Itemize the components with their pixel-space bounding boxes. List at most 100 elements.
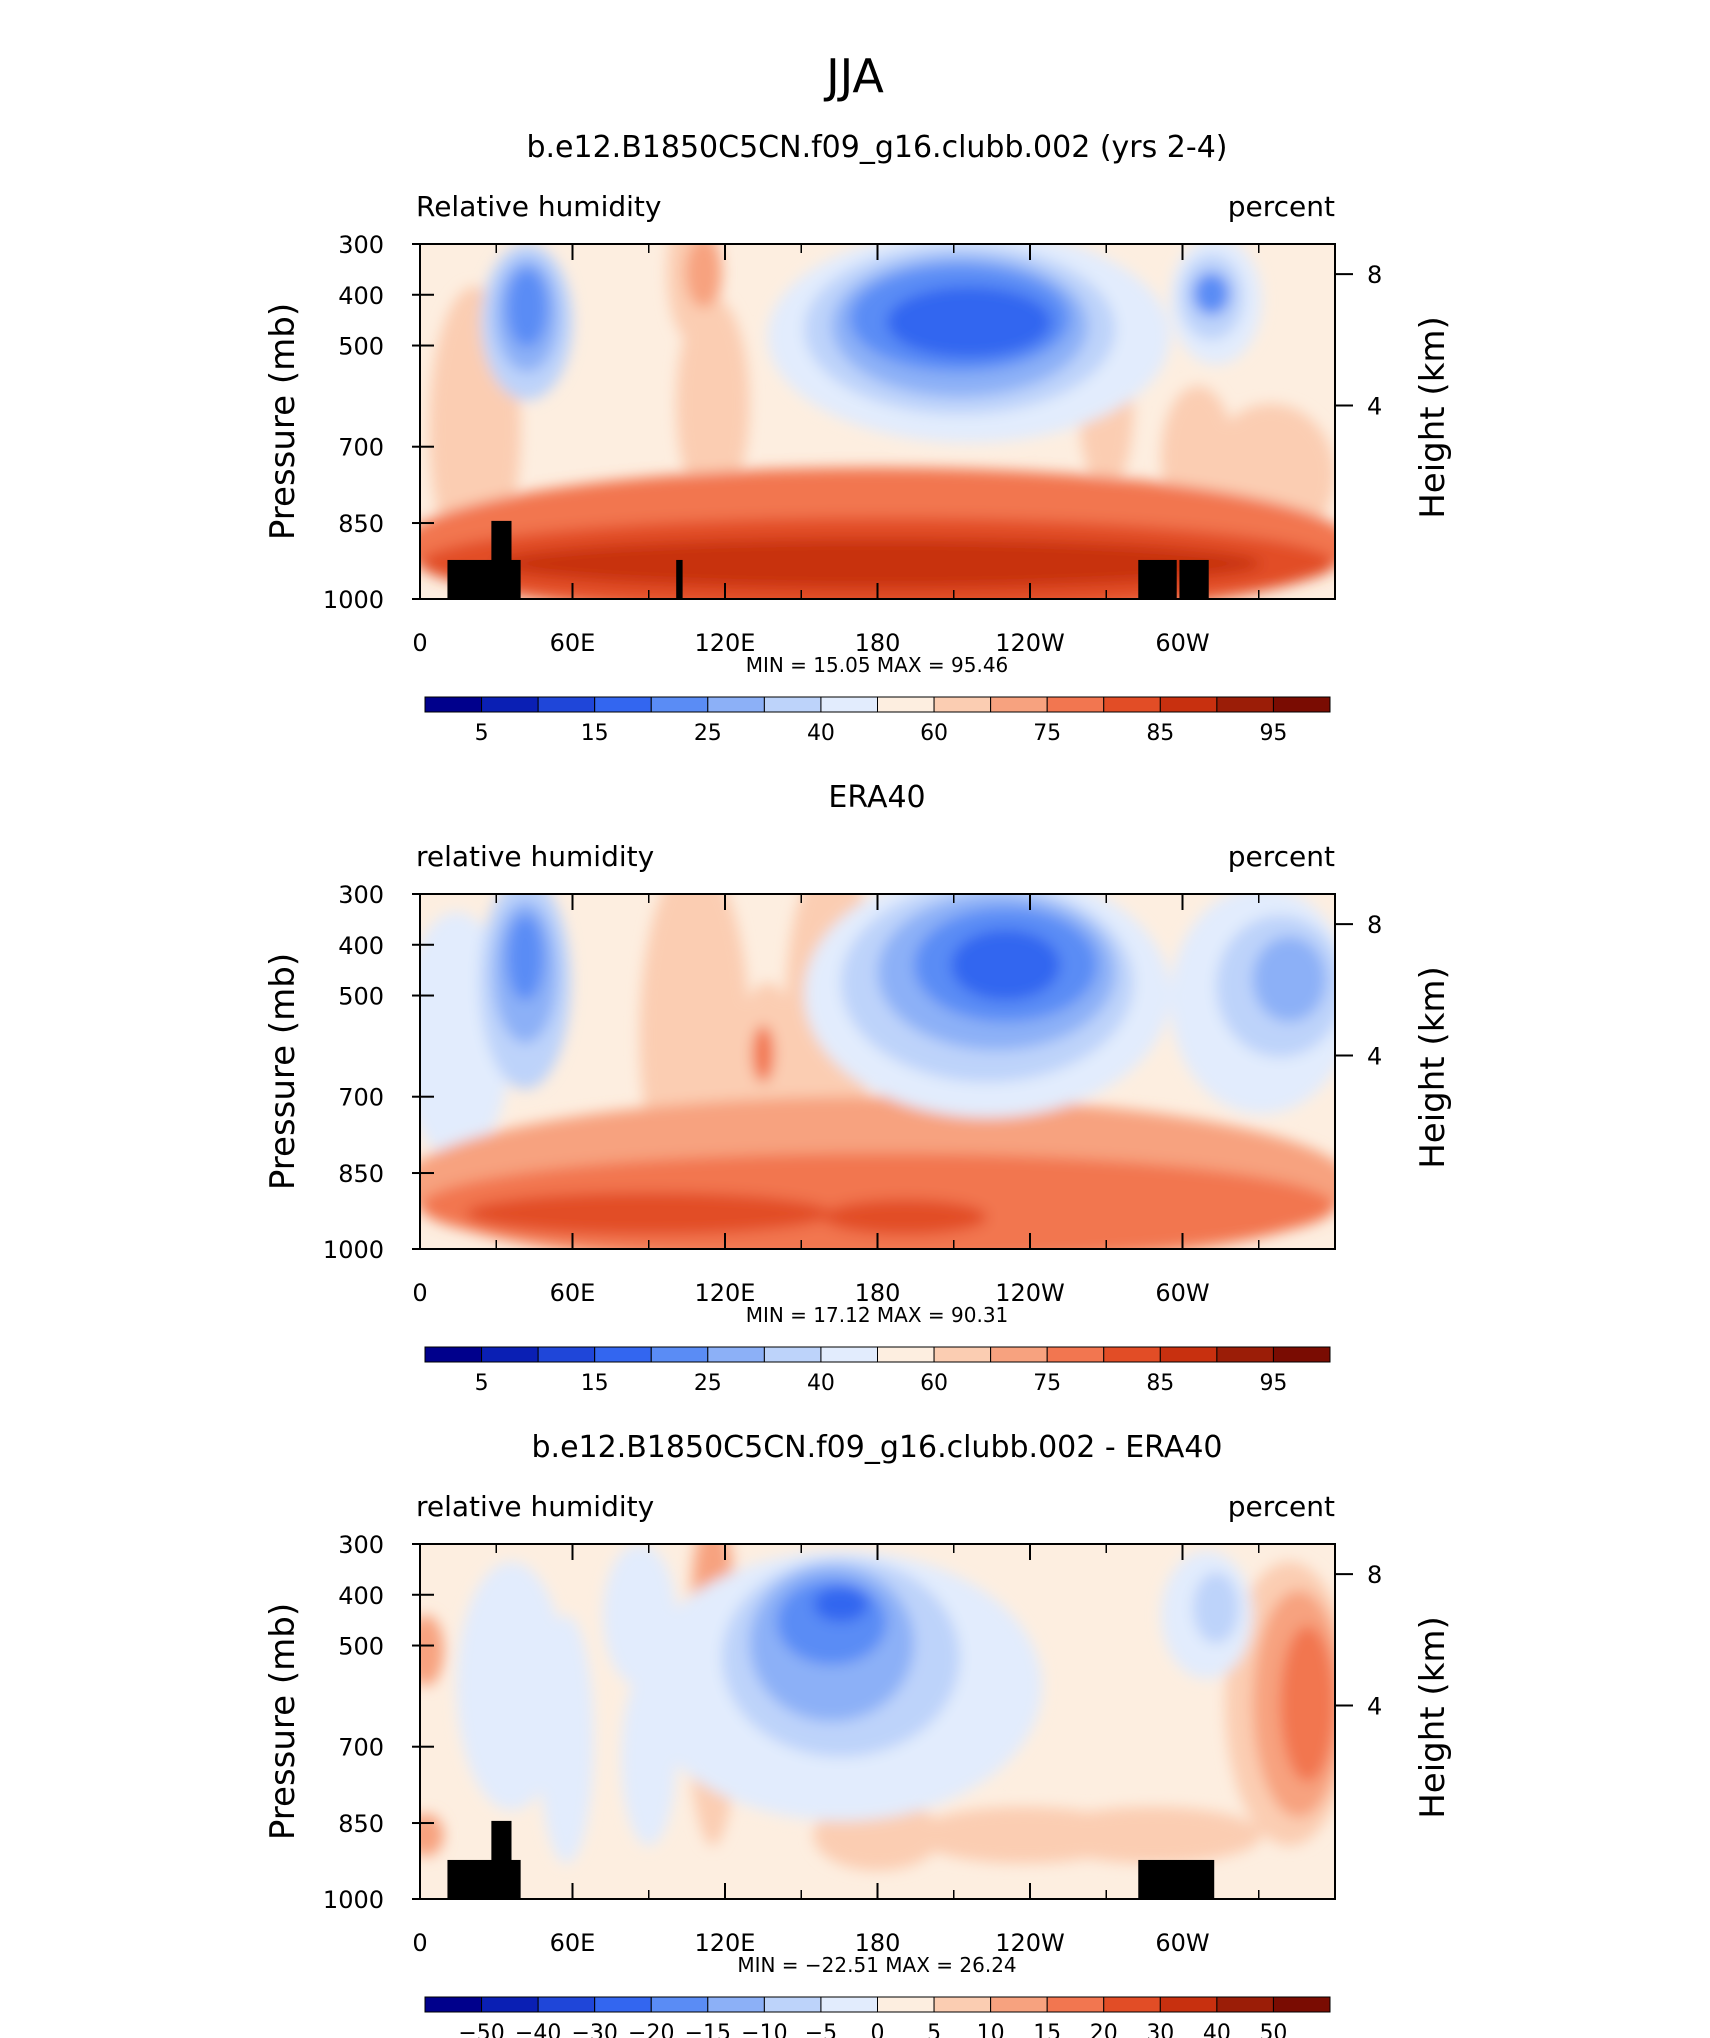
min-max-stats: MIN = 15.05 MAX = 95.46 (746, 653, 1009, 677)
colorbar-label: 20 (1090, 2021, 1118, 2038)
panel-2: ERA40 relative humidity percent 0 60E 120E 180… (263, 780, 1453, 1396)
colorbar-label: 85 (1146, 721, 1174, 746)
colorbar-swatch (1103, 1346, 1161, 1363)
min-max-stats: MIN = −22.51 MAX = 26.24 (737, 1953, 1016, 1977)
contour-region (685, 244, 722, 308)
contour-field (420, 1544, 1335, 1899)
contour-region (506, 268, 548, 347)
units-label: percent (1228, 840, 1335, 873)
y-tick-label: 300 (338, 231, 384, 259)
contour-region (822, 1199, 988, 1235)
colorbar-swatch (1046, 1346, 1105, 1363)
colorbar-swatch (594, 1996, 652, 2013)
x-tick-label: 120W (995, 1279, 1065, 1307)
colorbar-swatch (537, 1996, 596, 2013)
y-tick-label: 500 (338, 1633, 384, 1661)
y-tick-label: 400 (338, 932, 384, 960)
colorbar-swatch (481, 1996, 539, 2013)
x-tick-label: 120E (695, 1279, 756, 1307)
colorbar-swatch (877, 1996, 935, 2013)
colorbar-swatch (1103, 1996, 1161, 2013)
panel-title: ERA40 (828, 780, 925, 815)
colorbar-label: 85 (1146, 1371, 1174, 1396)
contour-region (538, 1615, 594, 1864)
colorbar-swatch (990, 1996, 1048, 2013)
contour-region (420, 1615, 444, 1686)
y-tick-label: 850 (338, 1160, 384, 1188)
colorbar-swatch (650, 696, 709, 713)
colorbar-swatch (933, 1346, 992, 1363)
x-tick-label: 120W (995, 1929, 1065, 1957)
colorbar-label: −15 (685, 2021, 731, 2038)
colorbar-swatch (537, 696, 596, 713)
contour-region (420, 1813, 444, 1857)
x-tick-label: 180 (855, 1929, 901, 1957)
contour-region (1042, 1806, 1262, 1864)
colorbar-swatch (763, 1346, 822, 1363)
field-blobs (420, 1544, 1335, 1871)
colorbar: 5 15 25 40 60 75 85 95 (424, 696, 1331, 746)
panel-title: b.e12.B1850C5CN.f09_g16.clubb.002 - ERA4… (531, 1430, 1222, 1465)
colorbar-swatch (707, 696, 765, 713)
contour-field (420, 244, 1335, 599)
y2-tick-label: 8 (1367, 261, 1382, 289)
colorbar-swatch (537, 1346, 596, 1363)
y2-tick-label: 4 (1367, 1043, 1382, 1071)
y-tick-label: 700 (338, 1734, 384, 1762)
figure-title: JJA (823, 49, 884, 103)
topography-mask (1138, 559, 1177, 599)
variable-label: relative humidity (416, 1490, 654, 1523)
colorbar-swatch (820, 696, 878, 713)
x-tick-label: 60W (1155, 1279, 1209, 1307)
colorbar-swatch (650, 1346, 709, 1363)
colorbar-swatch (1159, 1346, 1218, 1363)
contour-region (752, 1025, 775, 1083)
contour-region (1193, 1572, 1239, 1644)
colorbar-swatch (1272, 1996, 1331, 2013)
x-tick-label: 60E (550, 1929, 596, 1957)
colorbar-label: 75 (1033, 721, 1061, 746)
contour-region (1280, 1625, 1335, 1782)
colorbar-swatch (1159, 1996, 1218, 2013)
variable-label: relative humidity (416, 840, 654, 873)
y-tick-label: 700 (338, 1084, 384, 1112)
colorbar-swatch (424, 1346, 483, 1363)
y2-tick-label: 4 (1367, 1693, 1382, 1721)
colorbar-label: −50 (458, 2021, 504, 2038)
colorbar: −50 −40 −30 −20 −15 −10 −5 0 5 10 15 20 30 40 50 (424, 1996, 1331, 2038)
colorbar-swatch (933, 696, 992, 713)
topography-mask (491, 520, 512, 599)
colorbar-label: 40 (807, 721, 835, 746)
contour-region (676, 297, 750, 511)
contour-region (493, 538, 1262, 589)
panel-1: b.e12.B1850C5CN.f09_g16.clubb.002 (yrs 2… (263, 130, 1453, 746)
topography-mask (1179, 559, 1209, 599)
colorbar-label: 10 (977, 2021, 1005, 2038)
y-axis-title: Pressure (mb) (263, 953, 303, 1190)
panel-title: b.e12.B1850C5CN.f09_g16.clubb.002 (yrs 2… (526, 130, 1227, 165)
colorbar-swatch (1216, 1346, 1274, 1363)
colorbar-swatch (820, 1996, 878, 2013)
colorbar-swatch (1272, 1346, 1331, 1363)
variable-label: Relative humidity (416, 190, 661, 223)
colorbar-swatch (424, 1996, 483, 2013)
y2-tick-label: 8 (1367, 911, 1382, 939)
x-tick-label: 0 (412, 629, 427, 657)
colorbar-label: 5 (927, 2021, 941, 2038)
y-tick-label: 1000 (323, 1886, 384, 1914)
panel-3: b.e12.B1850C5CN.f09_g16.clubb.002 - ERA4… (263, 1430, 1453, 2038)
x-tick-label: 120E (695, 629, 756, 657)
contour-region (950, 929, 1061, 1001)
colorbar-swatch (594, 1346, 652, 1363)
contour-region (1252, 936, 1326, 1022)
colorbar-swatch (990, 696, 1048, 713)
colorbar-swatch (707, 1996, 765, 2013)
field-blobs (420, 894, 1335, 1249)
colorbar-label: −5 (805, 2021, 837, 2038)
y-tick-label: 500 (338, 333, 384, 361)
colorbar-swatch (650, 1996, 709, 2013)
colorbar-swatch (990, 1346, 1048, 1363)
y-tick-label: 1000 (323, 1236, 384, 1264)
colorbar-swatch (1272, 696, 1331, 713)
units-label: percent (1228, 1490, 1335, 1523)
